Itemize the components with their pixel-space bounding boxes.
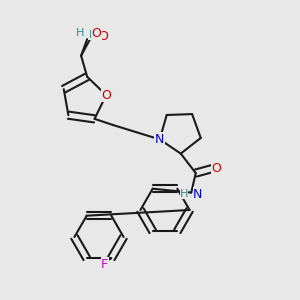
Text: O: O	[92, 27, 101, 40]
Text: O: O	[211, 162, 221, 175]
Text: O: O	[99, 30, 109, 43]
Text: N: N	[155, 133, 164, 146]
Text: H: H	[180, 189, 188, 199]
Text: O: O	[101, 88, 111, 102]
Text: H: H	[76, 28, 84, 38]
Text: F: F	[101, 258, 108, 271]
Text: H: H	[89, 30, 97, 40]
Text: N: N	[193, 188, 202, 201]
